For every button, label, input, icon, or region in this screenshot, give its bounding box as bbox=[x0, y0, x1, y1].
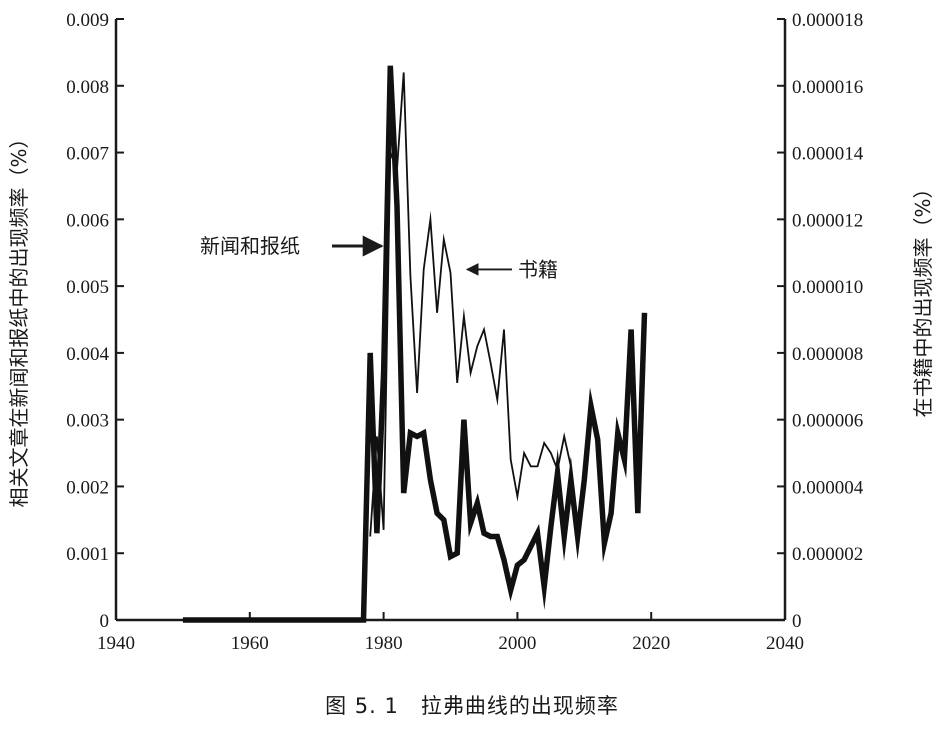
y-tick-label-left: 0.007 bbox=[66, 144, 109, 165]
y-axis-title-left: 相关文章在新闻和报纸中的出现频率（%） bbox=[7, 128, 31, 507]
y-tick-label-right: 0.000004 bbox=[792, 477, 864, 498]
y-tick-label-left: 0.001 bbox=[66, 544, 109, 565]
x-tick-label: 2040 bbox=[766, 633, 804, 654]
y-tick-label-left: 0.006 bbox=[66, 210, 109, 231]
series-layer bbox=[182, 65, 648, 623]
x-tick-label: 1940 bbox=[97, 633, 135, 654]
y-tick-label-right: 0 bbox=[792, 611, 802, 632]
annotation-label-newspapers: 新闻和报纸 bbox=[200, 234, 300, 258]
series-line-newspapers bbox=[182, 65, 648, 623]
y-tick-label-left: 0 bbox=[100, 611, 110, 632]
x-tick-label: 2020 bbox=[632, 633, 670, 654]
y-tick-label-right: 0.000010 bbox=[792, 277, 863, 298]
axes bbox=[114, 18, 787, 622]
annotation-label-books: 书籍 bbox=[518, 257, 558, 281]
chart: 1940 1960 1980 2000 2020 204000.0010.0020.003… bbox=[7, 10, 935, 654]
y-tick-label-left: 0.009 bbox=[66, 10, 109, 31]
y-tick-label-right: 0.000006 bbox=[792, 411, 863, 432]
figure-caption: 图 5. 1 拉弗曲线的出现频率 bbox=[325, 694, 619, 718]
y-tick-label-right: 0.000002 bbox=[792, 544, 863, 565]
y-axis-title-right: 在书籍中的出现频率（%） bbox=[911, 178, 935, 417]
tick-labels: 1940 1960 1980 2000 2020 204000.0010.0020.003… bbox=[66, 10, 864, 654]
y-tick-label-left: 0.004 bbox=[66, 344, 109, 365]
x-tick-label: 1980 bbox=[365, 633, 403, 654]
y-tick-label-right: 0.000018 bbox=[792, 10, 863, 31]
x-tick-label: 1960 bbox=[231, 633, 269, 654]
y-tick-label-left: 0.008 bbox=[66, 77, 109, 98]
y-tick-label-right: 0.000016 bbox=[792, 77, 863, 98]
y-tick-label-left: 0.005 bbox=[66, 277, 109, 298]
y-tick-label-right: 0.000012 bbox=[792, 210, 863, 231]
x-tick-label: 2000 bbox=[498, 633, 536, 654]
y-tick-label-right: 0.000008 bbox=[792, 344, 863, 365]
series-line-books bbox=[369, 72, 572, 537]
y-tick-label-left: 0.002 bbox=[66, 477, 109, 498]
y-tick-label-left: 0.003 bbox=[66, 411, 109, 432]
y-tick-label-right: 0.000014 bbox=[792, 144, 864, 165]
